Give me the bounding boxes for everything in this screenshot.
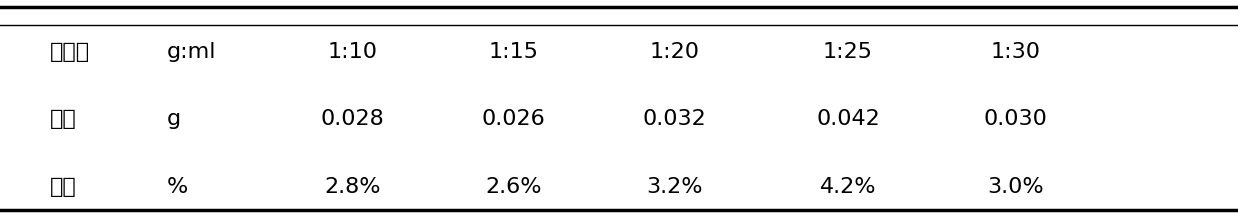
Text: 1:15: 1:15 [489,42,539,62]
Text: 0.028: 0.028 [321,109,385,129]
Text: 4.2%: 4.2% [820,177,877,197]
Text: 料液比: 料液比 [50,42,89,62]
Text: 0.032: 0.032 [643,109,707,129]
Text: 1:30: 1:30 [990,42,1040,62]
Text: 1:10: 1:10 [328,42,378,62]
Text: 2.8%: 2.8% [324,177,381,197]
Text: 0.026: 0.026 [482,109,546,129]
Text: 得率: 得率 [50,177,77,197]
Text: 0.030: 0.030 [983,109,1047,129]
Text: 1:20: 1:20 [650,42,699,62]
Text: 3.0%: 3.0% [987,177,1044,197]
Text: 2.6%: 2.6% [485,177,542,197]
Text: g: g [167,109,181,129]
Text: 1:25: 1:25 [823,42,873,62]
Text: 0.042: 0.042 [816,109,880,129]
Text: g:ml: g:ml [167,42,217,62]
Text: %: % [167,177,188,197]
Text: 质量: 质量 [50,109,77,129]
Text: 3.2%: 3.2% [646,177,703,197]
